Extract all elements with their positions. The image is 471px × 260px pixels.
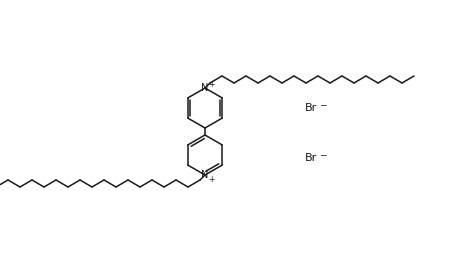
Text: +: +: [208, 174, 214, 184]
Text: −: −: [319, 151, 326, 159]
Text: N: N: [201, 170, 209, 180]
Text: +: +: [208, 80, 214, 88]
Text: Br: Br: [305, 153, 317, 163]
Text: Br: Br: [305, 103, 317, 113]
Text: N: N: [201, 83, 209, 93]
Text: −: −: [319, 101, 326, 109]
